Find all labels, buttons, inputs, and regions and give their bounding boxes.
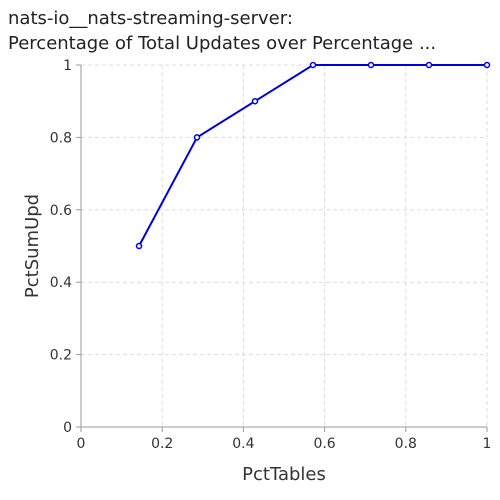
y-tick-label: 0.4 bbox=[50, 275, 72, 291]
y-tick-label: 0.2 bbox=[50, 348, 72, 364]
x-tick-label: 0.4 bbox=[232, 436, 254, 452]
data-point bbox=[193, 134, 201, 141]
x-tick-label: 0.6 bbox=[313, 436, 335, 452]
x-tick-label: 0.2 bbox=[151, 436, 173, 452]
chart-title-line-1: nats-io__nats-streaming-server: bbox=[8, 8, 293, 29]
data-point bbox=[309, 61, 317, 69]
tick-labels: 0 0.2 0.4 0.6 0.8 1 0 0.2 0.4 0.6 0.8 1 bbox=[50, 58, 492, 452]
x-axis-label: PctTables bbox=[242, 464, 326, 485]
data-point bbox=[367, 61, 375, 69]
chart-title-line-2: Percentage of Total Updates over Percent… bbox=[8, 33, 437, 54]
data-point bbox=[483, 61, 491, 69]
y-tick-label: 1 bbox=[63, 58, 72, 74]
y-tick-label: 0.6 bbox=[50, 203, 72, 219]
y-tick-label: 0 bbox=[63, 420, 72, 436]
data-point bbox=[135, 242, 143, 250]
series-line bbox=[138, 64, 487, 247]
x-tick-label: 1 bbox=[483, 436, 492, 452]
data-point bbox=[251, 97, 259, 105]
series bbox=[135, 61, 491, 250]
axes bbox=[76, 64, 488, 432]
y-tick-label: 0.8 bbox=[50, 130, 72, 146]
x-tick-label: 0 bbox=[77, 436, 86, 452]
data-point bbox=[425, 61, 433, 69]
y-axis-label: PctSumUpd bbox=[22, 194, 43, 298]
x-tick-label: 0.8 bbox=[395, 436, 417, 452]
